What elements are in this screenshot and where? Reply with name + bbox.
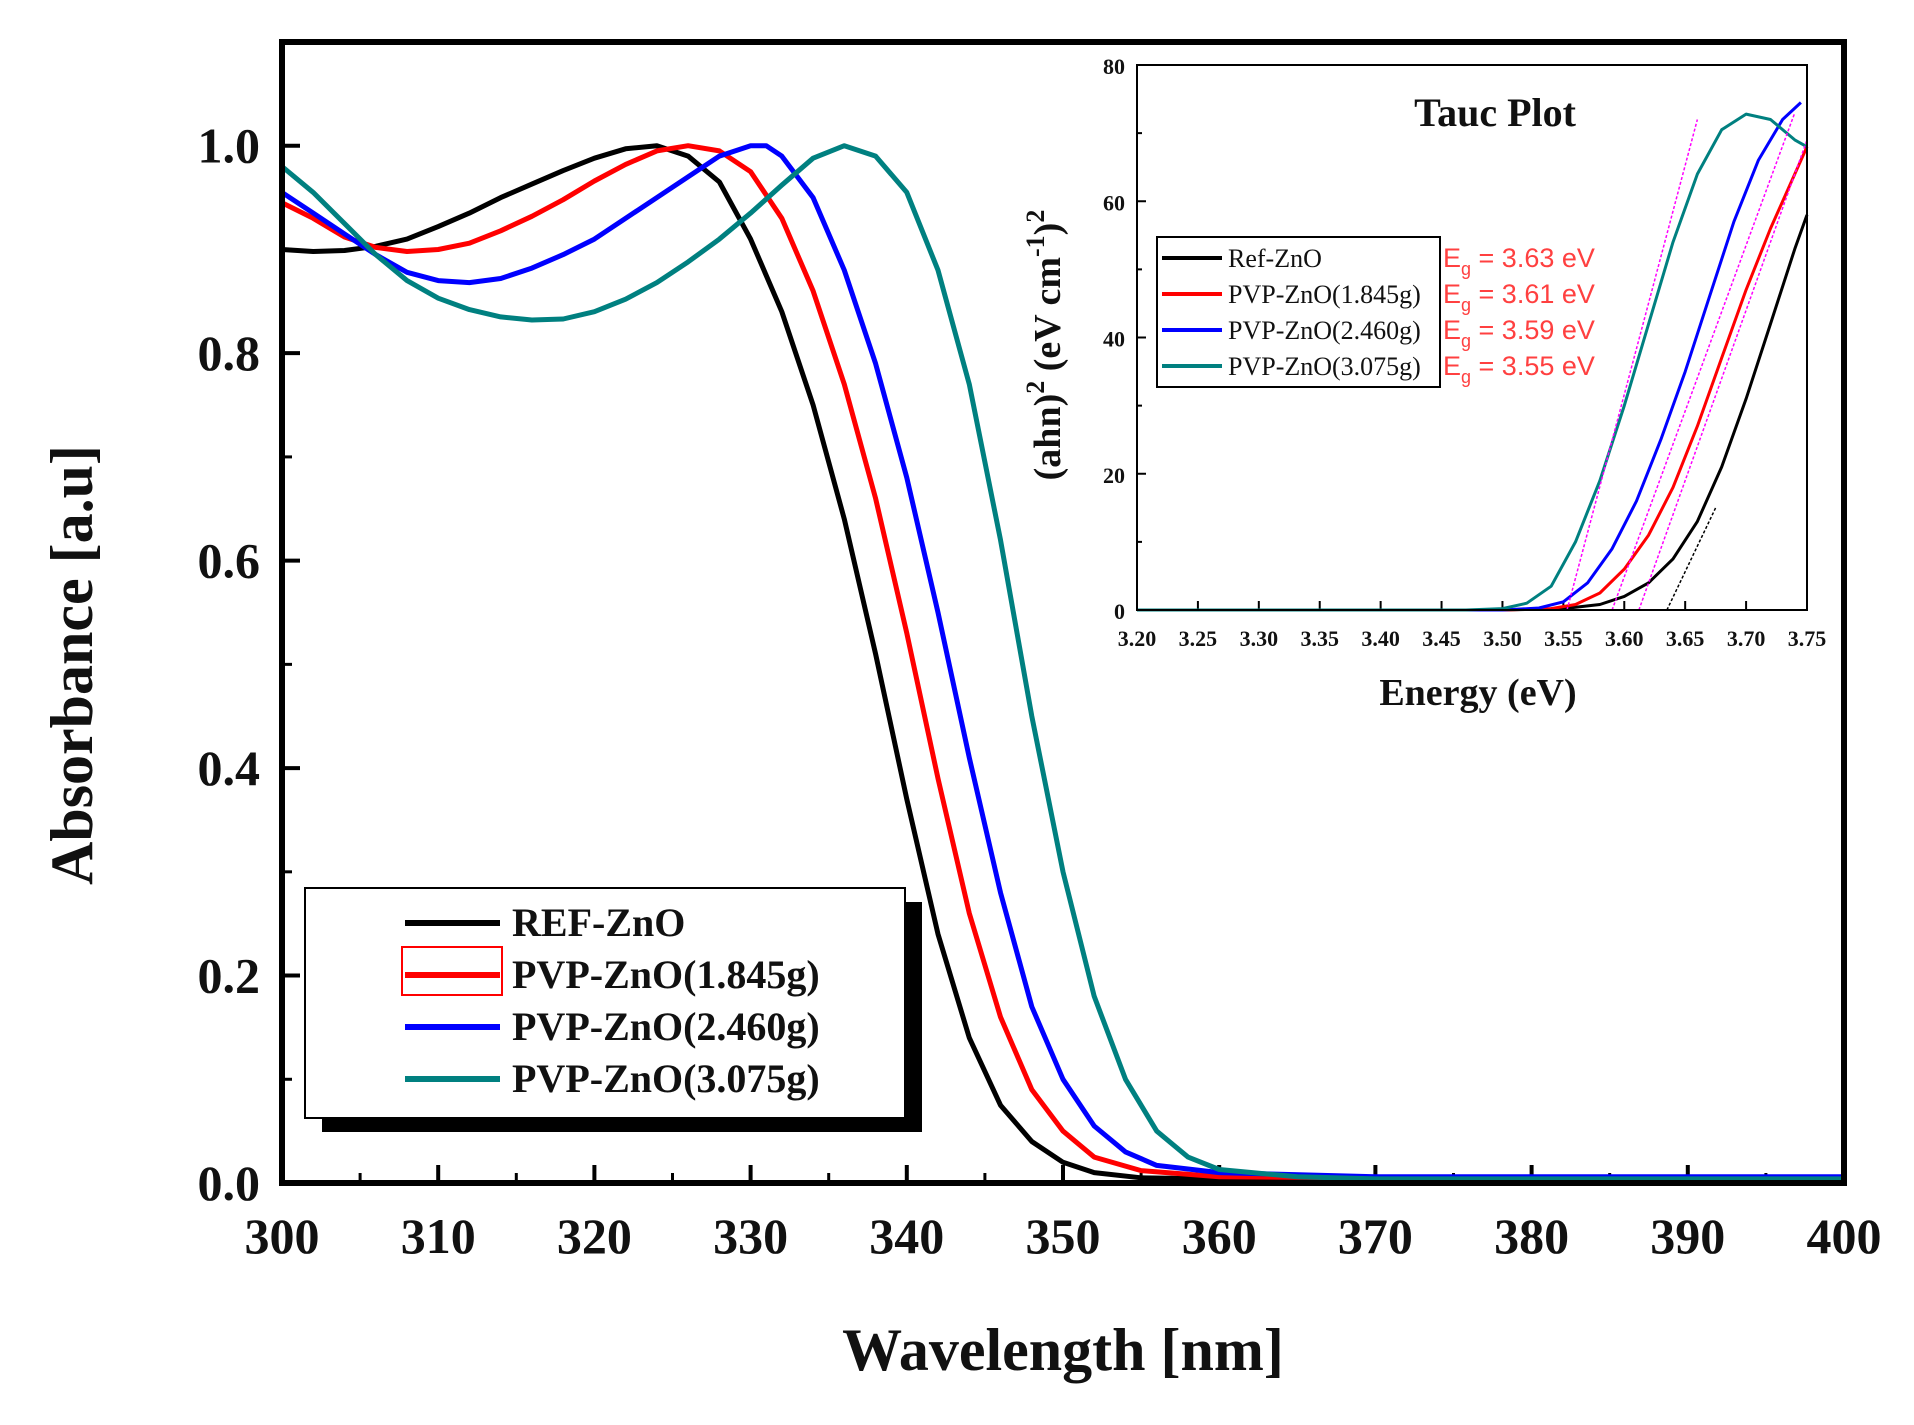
inset-eg-label: Eg = 3.63 eV — [1443, 243, 1595, 279]
inset-y-axis-title: (ahn)2 (eV cm-1)2 — [1021, 210, 1069, 481]
legend-highlight-box — [401, 946, 503, 996]
inset-x-tick-label: 3.20 — [1118, 626, 1157, 651]
main-y-tick-label: 0.0 — [198, 1155, 261, 1211]
inset-x-tick-label: 3.40 — [1361, 626, 1400, 651]
main-legend-label: PVP-ZnO(1.845g) — [512, 952, 820, 997]
inset-series-line — [1137, 146, 1809, 612]
main-series — [280, 143, 1844, 1182]
inset-legend-label: PVP-ZnO(3.075g) — [1228, 352, 1421, 381]
inset-series-line — [1137, 101, 1802, 612]
inset-fit-line — [1638, 139, 1808, 611]
main-legend-items: REF-ZnO PVP-ZnO(1.845g) PVP-ZnO(2.460g) PVP… — [405, 900, 820, 1101]
inset-x-axis-title: Energy (eV) — [1379, 672, 1576, 714]
main-y-tick-label: 0.8 — [198, 325, 261, 381]
main-series-line — [280, 143, 1844, 1181]
main-x-tick-label: 390 — [1650, 1208, 1725, 1264]
main-x-tick-label: 370 — [1338, 1208, 1413, 1264]
inset-eg-label: Eg = 3.55 eV — [1443, 351, 1595, 387]
main-x-tick-label: 330 — [713, 1208, 788, 1264]
inset-fit-line — [1611, 112, 1796, 611]
inset-eg-label: Eg = 3.61 eV — [1443, 279, 1595, 315]
main-tick-labels: 300 310 320 330 340 350 360 370 380 390 4000.00.20… — [198, 118, 1882, 1264]
main-y-tick-label: 0.4 — [198, 740, 261, 796]
main-x-tick-label: 380 — [1494, 1208, 1569, 1264]
main-y-tick-label: 0.6 — [198, 533, 261, 589]
inset-x-tick-label: 3.35 — [1300, 626, 1339, 651]
main-x-tick-label: 400 — [1807, 1208, 1882, 1264]
main-x-tick-label: 320 — [557, 1208, 632, 1264]
inset-series-line — [1137, 112, 1808, 612]
inset-x-tick-label: 3.70 — [1727, 626, 1766, 651]
inset-tick-labels: 3.20 3.25 3.30 3.35 3.40 3.45 3.50 3.55 3.60 3.65… — [1103, 54, 1826, 651]
main-plot-frame — [279, 39, 1847, 1186]
inset-eg-label: Eg = 3.59 eV — [1443, 315, 1595, 351]
main-legend: REF-ZnO PVP-ZnO(1.845g) PVP-ZnO(2.460g) PVP… — [304, 887, 922, 1132]
inset-legend-items: Ref-ZnO PVP-ZnO(1.845g) PVP-ZnO(2.460g) PVP… — [1162, 244, 1421, 381]
main-series-line — [280, 143, 1844, 1182]
inset-series — [1137, 101, 1809, 612]
main-x-tick-label: 300 — [245, 1208, 320, 1264]
inset-fit-line — [1666, 507, 1717, 611]
main-chart: 300 310 320 330 340 350 360 370 380 390 4000.00.20… — [39, 39, 1882, 1383]
inset-title: Tauc Plot — [1414, 90, 1577, 135]
inset-chart: 3.20 3.25 3.30 3.35 3.40 3.45 3.50 3.55 3.60 3.65… — [1021, 54, 1826, 714]
inset-fit-line — [1566, 119, 1699, 611]
inset-x-tick-label: 3.65 — [1666, 626, 1705, 651]
inset-y-tick-label: 20 — [1103, 463, 1125, 488]
inset-y-tick-label: 80 — [1103, 54, 1125, 79]
main-y-axis-title: Absorbance [a.u] — [39, 445, 105, 885]
inset-x-tick-label: 3.50 — [1483, 626, 1522, 651]
main-legend-label: PVP-ZnO(2.460g) — [512, 1004, 820, 1049]
inset-y-tick-label: 60 — [1103, 190, 1125, 215]
main-x-tick-label: 350 — [1026, 1208, 1101, 1264]
main-legend-label: PVP-ZnO(3.075g) — [512, 1056, 820, 1101]
inset-legend: Ref-ZnO PVP-ZnO(1.845g) PVP-ZnO(2.460g) PVP… — [1156, 236, 1441, 388]
main-legend-label: REF-ZnO — [512, 900, 685, 945]
inset-x-tick-label: 3.45 — [1422, 626, 1461, 651]
inset-x-tick-label: 3.60 — [1605, 626, 1644, 651]
inset-plot-frame — [1136, 64, 1808, 611]
main-x-axis-title: Wavelength [nm] — [842, 1317, 1284, 1383]
main-x-tick-label: 310 — [401, 1208, 476, 1264]
inset-y-tick-label: 40 — [1103, 327, 1125, 352]
main-y-tick-label: 1.0 — [198, 118, 261, 174]
inset-x-tick-label: 3.75 — [1788, 626, 1827, 651]
inset-x-tick-label: 3.25 — [1179, 626, 1218, 651]
main-x-tick-label: 340 — [869, 1208, 944, 1264]
inset-legend-box — [1156, 236, 1441, 388]
main-y-tick-label: 0.2 — [198, 948, 261, 1004]
inset-series-line — [1137, 214, 1809, 612]
main-x-tick-label: 360 — [1182, 1208, 1257, 1264]
inset-x-tick-label: 3.55 — [1544, 626, 1583, 651]
inset-x-tick-label: 3.30 — [1240, 626, 1279, 651]
main-series-line — [280, 143, 1844, 1180]
main-series-line — [281, 143, 1844, 1182]
inset-legend-label: Ref-ZnO — [1228, 244, 1322, 273]
inset-fit-lines — [1566, 112, 1808, 611]
inset-y-tick-label: 0 — [1114, 599, 1125, 624]
inset-legend-label: PVP-ZnO(1.845g) — [1228, 280, 1421, 309]
inset-legend-label: PVP-ZnO(2.460g) — [1228, 316, 1421, 345]
